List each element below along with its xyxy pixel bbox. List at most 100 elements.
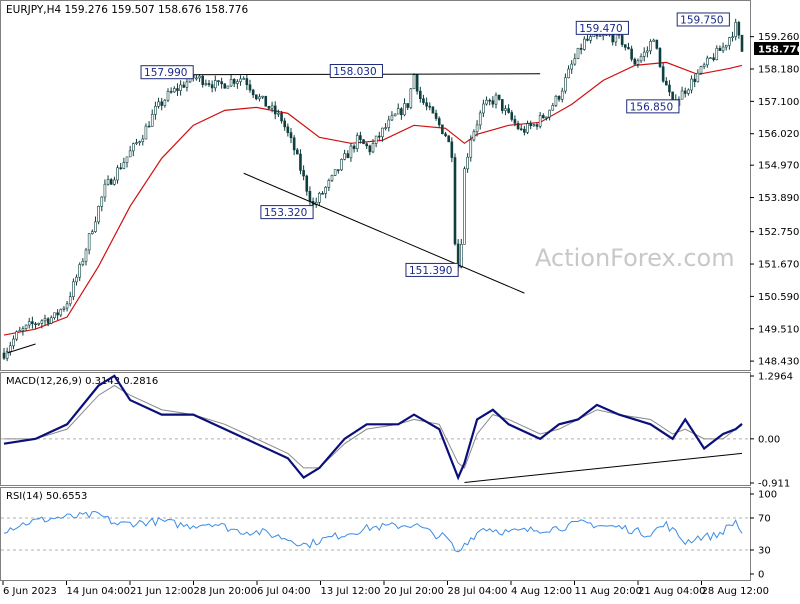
- candle-body: [78, 264, 81, 278]
- rsi-tick-label: 30: [758, 546, 771, 557]
- candle-body: [728, 37, 731, 46]
- candle-body: [128, 150, 132, 158]
- candle-body: [352, 145, 356, 150]
- candle-body: [567, 68, 570, 79]
- candle-body: [179, 84, 182, 91]
- candle-body: [460, 243, 463, 268]
- candle-body: [526, 123, 529, 133]
- candle-body: [308, 191, 312, 202]
- candle-body: [75, 276, 78, 283]
- candle-body: [425, 102, 428, 107]
- candle-body: [661, 66, 665, 82]
- candle-body: [160, 101, 163, 106]
- candle-body: [529, 123, 532, 127]
- candle-body: [365, 143, 368, 147]
- candle-body: [34, 323, 37, 326]
- candle-body: [217, 80, 220, 82]
- time-tick-label: 6 Jun 2023: [3, 586, 57, 597]
- candle-body: [627, 47, 630, 50]
- candle-body: [485, 99, 488, 105]
- candle-body: [545, 116, 548, 119]
- candle-body: [406, 103, 409, 108]
- candle-body: [504, 108, 507, 111]
- candle-body: [649, 41, 652, 52]
- candle-body: [296, 149, 299, 155]
- candle-body: [12, 338, 15, 347]
- candle-body: [687, 89, 690, 94]
- candle-body: [542, 115, 545, 119]
- candle-body: [229, 78, 233, 87]
- candle-body: [390, 115, 394, 121]
- candle-body: [169, 91, 173, 93]
- candle-body: [147, 125, 151, 128]
- price-tick-label: 153.890: [758, 193, 799, 204]
- price-annotation-label: 151.390: [409, 265, 452, 277]
- rsi-panel-frame: [0, 487, 751, 581]
- candle-body: [144, 125, 148, 140]
- candle-body: [154, 106, 157, 115]
- candle-body: [554, 96, 558, 106]
- candle-body: [652, 39, 655, 42]
- price-annotation-box: [575, 20, 629, 35]
- candle-body: [482, 103, 485, 114]
- candle-body: [548, 109, 551, 118]
- candle-body: [740, 34, 744, 52]
- macd-tick-label: 1.2964: [758, 372, 793, 383]
- candle-body: [371, 143, 375, 153]
- candle-body: [576, 47, 580, 59]
- candle-body: [97, 206, 100, 223]
- candle-body: [15, 331, 18, 340]
- candle-body: [510, 112, 514, 120]
- time-tick-label: 13 Jul 12:00: [321, 586, 381, 597]
- candle-body: [324, 187, 327, 194]
- candle-body: [270, 105, 274, 109]
- candle-body: [665, 80, 668, 86]
- candle-body: [299, 153, 302, 171]
- rsi-tick-label: 100: [758, 490, 777, 501]
- candle-body: [551, 105, 555, 111]
- candle-body: [62, 307, 66, 310]
- candle-body: [176, 88, 179, 91]
- candle-body: [109, 179, 113, 185]
- macd-trendline: [464, 452, 743, 483]
- candle-body: [696, 72, 700, 83]
- candle-body: [538, 115, 542, 127]
- rsi-tick-label: 0: [758, 570, 764, 581]
- candle-body: [21, 328, 25, 331]
- candle-body: [185, 81, 189, 88]
- price-tick-label: 158.180: [758, 65, 799, 76]
- macd-signal-line: [4, 384, 743, 469]
- candle-body: [343, 153, 346, 160]
- candle-body: [40, 320, 44, 324]
- time-tick-label: 6 Jul 04:00: [257, 586, 311, 597]
- candle-body: [292, 137, 296, 151]
- candle-body: [403, 103, 406, 116]
- candle-body: [507, 108, 510, 113]
- candle-body: [513, 119, 517, 124]
- candle-body: [195, 77, 198, 80]
- price-annotation-box: [676, 12, 730, 27]
- candle-body: [409, 88, 413, 108]
- price-tick-label: 159.260: [758, 32, 799, 43]
- candle-body: [734, 22, 737, 38]
- candle-body: [422, 98, 425, 104]
- candle-body: [415, 74, 419, 92]
- time-tick-label: 20 Jul 20:00: [384, 586, 444, 597]
- watermark: ActionForex.com: [535, 244, 735, 272]
- candle-body: [286, 126, 290, 133]
- candle-body: [412, 74, 416, 90]
- price-annotation-label: 159.750: [680, 14, 723, 26]
- candle-body: [601, 34, 605, 37]
- candle-body: [702, 64, 706, 67]
- price-annotation-box: [329, 64, 383, 79]
- candle-body: [103, 183, 107, 198]
- candle-body: [469, 139, 473, 158]
- candle-body: [46, 318, 50, 324]
- candle-body: [497, 94, 501, 100]
- candle-body: [387, 119, 391, 128]
- time-tick-label: 28 Jun 20:00: [194, 586, 258, 597]
- candle-body: [201, 75, 204, 85]
- candle-body: [441, 124, 444, 135]
- candle-body: [340, 159, 343, 171]
- candle-body: [81, 260, 85, 265]
